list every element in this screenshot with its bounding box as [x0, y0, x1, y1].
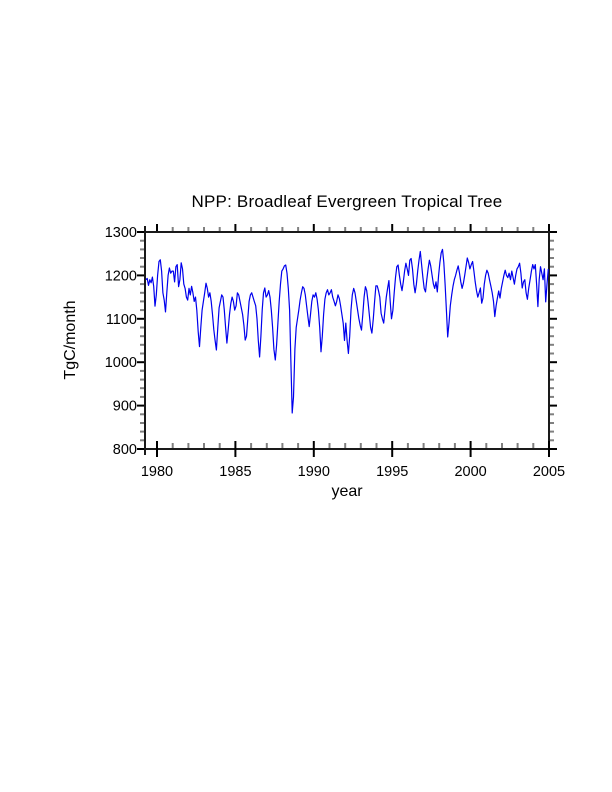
- y-tick-label: 1200: [105, 268, 137, 284]
- x-tick-label: 2005: [533, 464, 565, 480]
- y-ticks: [137, 231, 557, 450]
- npp-series-line: [145, 248, 549, 414]
- y-tick-label: 1300: [105, 225, 137, 241]
- x-ticks: [156, 224, 550, 457]
- x-tick-label: 2000: [454, 464, 486, 480]
- x-tick-label: 1980: [141, 464, 173, 480]
- x-tick-label: 1985: [219, 464, 251, 480]
- x-tick-label: 1995: [376, 464, 408, 480]
- y-tick-labels: 800 900 1000 1100 1200 1300: [105, 225, 137, 458]
- y-tick-label: 1100: [106, 312, 137, 328]
- x-axis-label: year: [331, 483, 363, 500]
- x-tick-labels: 1980 1985 1990 1995 2000 2005: [141, 464, 565, 480]
- chart-title: NPP: Broadleaf Evergreen Tropical Tree: [191, 192, 503, 211]
- plot-frame: [139, 226, 555, 455]
- y-tick-label: 1000: [105, 355, 137, 371]
- y-tick-label: 800: [113, 442, 137, 458]
- x-tick-label: 1990: [298, 464, 330, 480]
- y-tick-label: 900: [113, 399, 137, 415]
